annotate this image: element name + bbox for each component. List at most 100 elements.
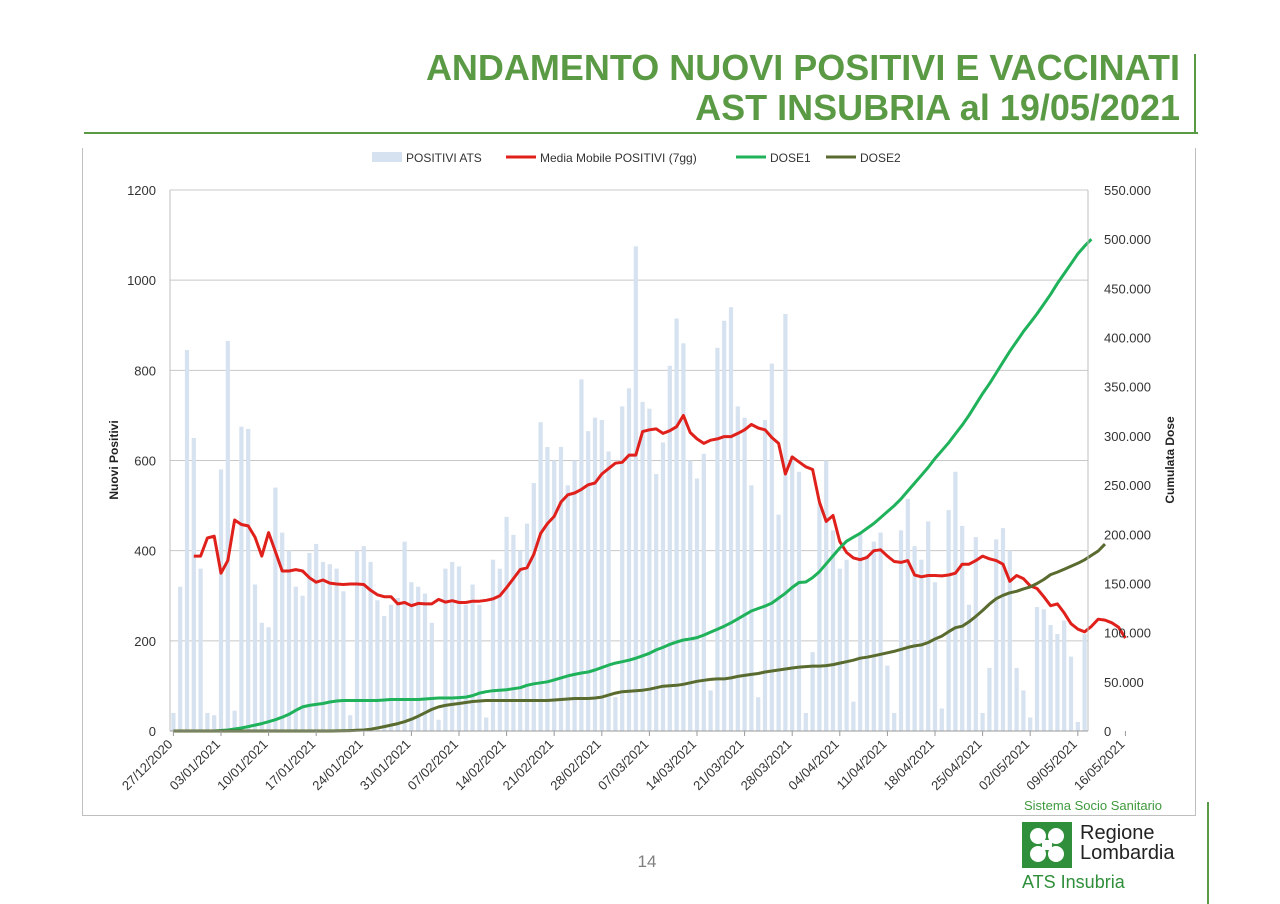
bar [579, 379, 584, 731]
bar [599, 419, 604, 731]
bar [858, 532, 863, 731]
bar [994, 539, 999, 731]
bar [348, 715, 353, 731]
legend-label: POSITIVI ATS [406, 151, 482, 165]
bar [1048, 625, 1053, 731]
bar [1007, 550, 1012, 731]
x-tick-label: 16/05/2021 [1071, 737, 1128, 794]
bar [810, 652, 815, 731]
y-tick-label: 1000 [127, 273, 156, 288]
bar [422, 593, 428, 731]
logo-bottom-text: ATS Insubria [1022, 872, 1125, 892]
logo-name-line1: Regione [1080, 822, 1155, 844]
bar [218, 469, 224, 731]
bar [1068, 656, 1074, 731]
bar [926, 521, 931, 731]
x-tick-label: 10/01/2021 [214, 737, 271, 794]
bar [280, 532, 285, 731]
bar [511, 534, 516, 731]
bar [620, 406, 625, 731]
bar [198, 568, 203, 731]
bar [592, 417, 598, 731]
bar [334, 568, 339, 731]
bar [388, 604, 394, 731]
bar [688, 460, 693, 731]
bar [171, 712, 176, 731]
bar [939, 708, 944, 731]
bar [504, 516, 509, 731]
y2-tick-label: 550.000 [1104, 183, 1151, 198]
y2-tick-label: 100.000 [1104, 626, 1151, 641]
bar [212, 715, 217, 731]
legend-label: DOSE2 [860, 151, 901, 165]
x-tick-label: 27/12/2020 [119, 737, 176, 794]
bar [225, 341, 230, 731]
bar [341, 591, 346, 731]
bar [178, 586, 183, 731]
bar [667, 365, 672, 731]
bar [497, 568, 502, 731]
x-tick-label: 25/04/2021 [928, 737, 985, 794]
y-tick-label: 0 [149, 724, 156, 739]
bar [409, 582, 414, 731]
bar [1028, 717, 1033, 731]
logo-name-line2: Lombardia [1080, 842, 1175, 864]
x-tick-label: 18/04/2021 [880, 737, 937, 794]
cross-logo-icon [1022, 822, 1072, 868]
bar [892, 712, 897, 731]
bar [354, 550, 360, 731]
bar [756, 697, 761, 731]
bar [844, 559, 849, 731]
y2-tick-label: 350.000 [1104, 380, 1151, 395]
x-tick-label: 24/01/2021 [309, 737, 366, 794]
bar [898, 530, 904, 731]
bar [239, 426, 244, 731]
bar [484, 717, 489, 731]
bar [769, 363, 774, 731]
bar [776, 514, 781, 731]
bar [586, 431, 591, 731]
bar [851, 701, 856, 731]
bar [824, 460, 829, 731]
bar [477, 604, 482, 731]
x-tick-label: 14/02/2021 [452, 737, 509, 794]
y2-tick-label: 200.000 [1104, 527, 1151, 542]
bar [1021, 690, 1026, 731]
bar [973, 537, 978, 731]
bar [694, 478, 700, 731]
x-tick-label: 04/04/2021 [785, 737, 842, 794]
bar [1014, 667, 1019, 731]
y-axis-title: Nuovi Positivi [107, 420, 121, 499]
logo-accent-bar [1207, 802, 1209, 904]
bar [722, 320, 727, 731]
bar [728, 307, 734, 731]
bar [885, 665, 890, 731]
series-line-dose2 [173, 543, 1107, 733]
bar [932, 582, 938, 731]
bar [960, 525, 965, 731]
bar [660, 442, 666, 731]
x-tick-label: 21/02/2021 [500, 737, 557, 794]
bar [817, 503, 822, 731]
x-tick-label: 09/05/2021 [1023, 737, 1080, 794]
legend-label: Media Mobile POSITIVI (7gg) [540, 151, 697, 165]
bar [300, 595, 305, 731]
y2-axis-title: Cumulata Dose [1163, 416, 1177, 504]
y-tick-label: 600 [134, 454, 156, 469]
bar [1062, 620, 1067, 731]
bar [259, 622, 264, 731]
bar [796, 471, 802, 731]
bar [606, 451, 611, 731]
legend-label: DOSE1 [770, 151, 811, 165]
bar [762, 419, 768, 731]
y2-tick-label: 0 [1104, 724, 1111, 739]
bar [783, 313, 788, 731]
bar [205, 712, 210, 731]
legend: POSITIVI ATS Media Mobile POSITIVI (7gg) D… [372, 151, 901, 165]
x-tick-label: 31/01/2021 [357, 737, 414, 794]
x-tick-label: 07/03/2021 [595, 737, 652, 794]
x-tick-label: 03/01/2021 [166, 737, 223, 794]
bar [361, 546, 366, 731]
bar [966, 604, 972, 731]
